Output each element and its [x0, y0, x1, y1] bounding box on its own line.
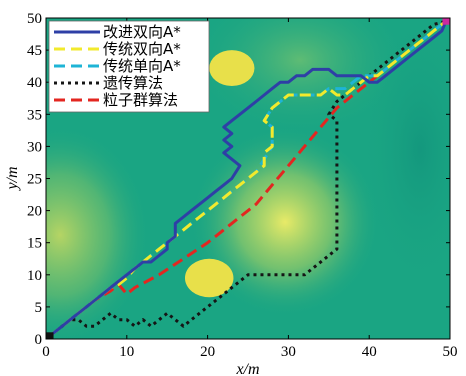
y-tick-label: 40	[27, 75, 42, 91]
x-axis-ticks: 0 10 20 30 40 50	[42, 18, 458, 360]
heat-glow-center	[190, 127, 380, 317]
x-tick-label: 0	[42, 344, 50, 360]
x-tick-label: 10	[119, 344, 134, 360]
obstacle-1	[209, 50, 255, 87]
y-tick-label: 10	[27, 268, 42, 284]
y-tick-label: 5	[35, 300, 43, 316]
series-line-1	[49, 20, 448, 337]
x-tick-label: 20	[200, 344, 215, 360]
start-marker	[46, 332, 54, 339]
heat-glow-right	[360, 18, 450, 290]
series-line-2	[49, 20, 447, 337]
obstacles	[184, 50, 255, 298]
x-axis-title: x/m	[235, 361, 259, 376]
legend-label-4: 遗传算法	[103, 74, 163, 92]
plot-area	[46, 18, 450, 339]
obstacle-2	[184, 258, 234, 298]
y-tick-label: 50	[27, 11, 42, 27]
heat-glow-left	[46, 125, 150, 339]
y-axis-ticks: 0 5 10 15 20 25 30 35 40 45 50	[27, 11, 450, 348]
y-tick-label: 0	[35, 332, 43, 348]
x-tick-label: 50	[443, 344, 458, 360]
endpoints	[46, 18, 450, 339]
y-tick-label: 25	[27, 172, 42, 188]
legend-label-5: 粒子群算法	[103, 91, 178, 109]
y-tick-label: 30	[27, 139, 42, 155]
series-paths	[49, 19, 448, 337]
x-tick-label: 40	[362, 344, 377, 360]
y-tick-label: 20	[27, 204, 42, 220]
legend-label-3: 传统单向A*	[103, 57, 181, 75]
y-tick-label: 35	[27, 107, 42, 123]
y-tick-label: 15	[27, 236, 42, 252]
x-tick-label: 30	[281, 344, 296, 360]
legend-label-2: 传统双向A*	[103, 40, 181, 58]
y-tick-label: 45	[27, 43, 42, 59]
goal-marker	[442, 18, 450, 25]
legend-label-1: 改进双向A*	[103, 23, 181, 41]
y-axis-title: y/m	[4, 166, 21, 191]
